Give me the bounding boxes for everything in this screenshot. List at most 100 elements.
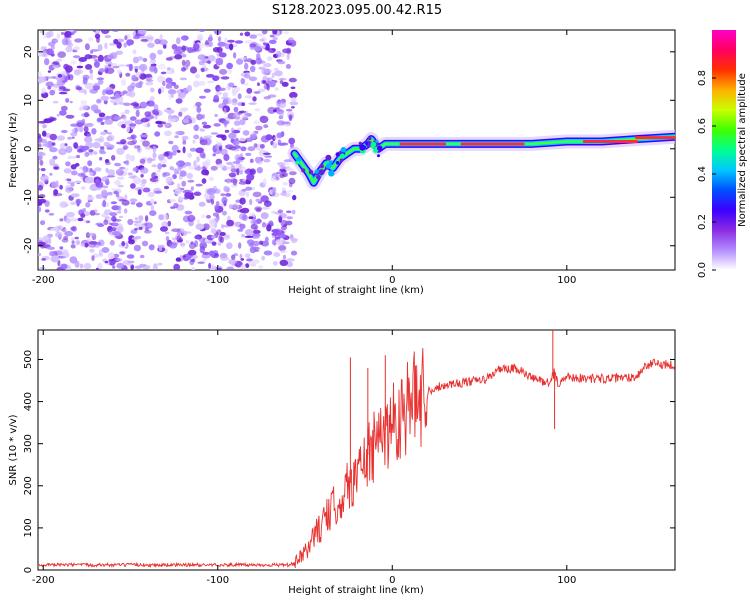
noise-speckle <box>175 131 181 135</box>
noise-speckle <box>60 31 65 36</box>
noise-speckle <box>107 134 115 142</box>
noise-speckle <box>239 32 244 36</box>
noise-speckle <box>101 30 110 34</box>
noise-speckle <box>277 209 284 214</box>
signal-blob <box>377 145 383 151</box>
y-tick-label: 0 <box>23 146 34 152</box>
noise-speckle <box>90 49 99 52</box>
noise-speckle <box>196 106 202 113</box>
noise-speckle <box>122 90 128 94</box>
noise-speckle <box>143 74 152 78</box>
noise-speckle <box>276 132 283 139</box>
noise-speckle <box>149 52 157 60</box>
noise-speckle <box>181 135 189 140</box>
noise-speckle <box>199 245 205 254</box>
noise-speckle <box>75 86 83 91</box>
noise-speckle <box>137 30 147 35</box>
noise-speckle <box>244 229 254 236</box>
noise-speckle <box>122 115 127 122</box>
noise-speckle <box>72 55 81 59</box>
noise-speckle <box>83 262 92 270</box>
noise-speckle <box>225 166 232 170</box>
noise-speckle <box>170 94 174 98</box>
noise-speckle <box>239 253 243 259</box>
noise-speckle <box>237 93 242 100</box>
noise-speckle <box>74 236 79 240</box>
noise-speckle <box>143 222 148 226</box>
noise-speckle <box>253 91 261 94</box>
noise-speckle <box>280 225 287 230</box>
signal-blob <box>325 154 332 161</box>
noise-speckle <box>116 262 125 269</box>
noise-speckle <box>240 146 247 152</box>
noise-speckle <box>228 132 237 140</box>
noise-speckle <box>40 220 46 226</box>
noise-speckle <box>139 134 149 138</box>
noise-speckle <box>174 135 179 139</box>
noise-speckle <box>83 90 87 95</box>
noise-speckle <box>81 186 86 190</box>
noise-speckle <box>259 38 265 42</box>
noise-speckle <box>208 262 212 269</box>
noise-speckle <box>277 60 286 65</box>
colorbar-gradient <box>712 30 736 270</box>
noise-speckle <box>282 182 289 186</box>
noise-speckle <box>104 34 112 39</box>
y-tick-label: 500 <box>23 350 34 369</box>
noise-speckle <box>142 187 151 193</box>
noise-speckle <box>75 180 82 184</box>
noise-speckle <box>69 217 78 222</box>
noise-speckle <box>173 168 182 172</box>
noise-speckle <box>236 58 244 65</box>
noise-speckle <box>240 207 250 214</box>
signal-blob <box>373 147 379 153</box>
noise-speckle <box>195 101 202 107</box>
noise-speckle <box>59 184 63 190</box>
noise-speckle <box>246 173 255 181</box>
signal-blob <box>328 170 335 177</box>
noise-speckle <box>189 147 197 152</box>
noise-speckle <box>276 120 286 126</box>
noise-speckle <box>197 33 204 41</box>
noise-speckle <box>130 82 136 89</box>
noise-speckle <box>115 50 124 55</box>
noise-speckle <box>231 88 238 95</box>
noise-speckle <box>113 38 119 45</box>
noise-speckle <box>193 191 202 196</box>
noise-speckle <box>101 176 110 183</box>
noise-speckle <box>201 214 206 218</box>
noise-speckle <box>127 218 134 226</box>
noise-speckle <box>228 43 234 51</box>
noise-speckle <box>210 165 218 171</box>
noise-speckle <box>130 201 136 205</box>
noise-speckle <box>108 252 115 260</box>
noise-speckle <box>150 198 155 204</box>
noise-speckle <box>221 96 230 100</box>
noise-speckle <box>212 153 216 157</box>
noise-speckle <box>59 201 68 208</box>
noise-speckle <box>49 89 56 96</box>
noise-speckle <box>220 193 226 197</box>
noise-speckle <box>182 146 186 154</box>
noise-speckle <box>230 164 236 172</box>
noise-speckle <box>86 238 92 242</box>
noise-speckle <box>164 231 170 235</box>
noise-speckle <box>290 250 298 256</box>
snr-y-axis-label: SNR (10 * v/v) <box>8 414 19 485</box>
noise-speckle <box>221 224 224 229</box>
noise-speckle <box>178 195 183 201</box>
noise-speckle <box>186 86 193 92</box>
noise-speckle <box>171 144 179 152</box>
noise-speckle <box>136 147 143 154</box>
noise-speckle <box>226 62 234 70</box>
noise-speckle <box>56 135 65 141</box>
noise-speckle <box>139 254 145 259</box>
noise-speckle <box>152 145 157 153</box>
noise-speckle <box>263 124 269 129</box>
noise-speckle <box>280 169 287 173</box>
noise-speckle <box>173 49 183 56</box>
noise-speckle <box>131 139 138 145</box>
noise-speckle <box>96 98 102 104</box>
noise-speckle <box>228 82 235 88</box>
noise-speckle <box>79 103 88 111</box>
